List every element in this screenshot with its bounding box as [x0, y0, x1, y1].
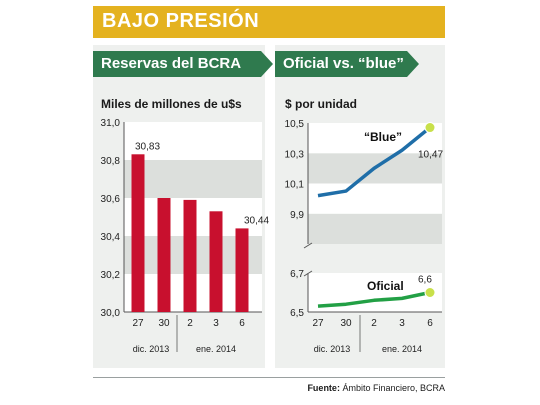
bar-3 [209, 211, 223, 312]
y-tick-label: 31,0 [101, 118, 121, 129]
reservas-title: Reservas del BCRA [101, 55, 242, 72]
source-text: Ámbito Financiero, BCRA [342, 383, 445, 393]
cotizacion-title: Oficial vs. “blue” [283, 55, 404, 72]
x-tick-label: 30 [340, 318, 352, 329]
group-label-ene: ene. 2014 [196, 344, 236, 354]
bar-30 [157, 198, 171, 312]
bar-27 [131, 154, 145, 312]
grid-band [124, 122, 262, 160]
bar-6 [235, 228, 249, 312]
x-tick-label: 6 [427, 318, 433, 329]
y-tick-label: 10,5 [285, 119, 305, 130]
source-note: Fuente: Ámbito Financiero, BCRA [307, 383, 445, 393]
y-tick-label: 30,0 [101, 308, 121, 319]
y-tick-label: 30,2 [101, 270, 121, 281]
x-tick-label: 27 [312, 318, 324, 329]
end-label-blue: 10,47 [418, 150, 443, 161]
y-tick-label: 10,1 [285, 180, 305, 191]
grid-band [308, 183, 442, 214]
y-tick-label: 6,5 [290, 308, 304, 319]
reservas-unit-label: Miles de millones de u$s [101, 97, 242, 111]
x-tick-label: 2 [371, 318, 377, 329]
y-tick-label: 10,3 [285, 149, 305, 160]
cotizacion-unit-label: $ por unidad [285, 97, 357, 111]
series-label-blue: “Blue” [364, 130, 402, 144]
group-label-ene: ene. 2014 [382, 344, 422, 354]
x-tick-label: 6 [239, 318, 245, 329]
source-divider [93, 377, 445, 378]
y-tick-label: 6,7 [290, 269, 304, 280]
bar-2 [183, 199, 197, 312]
end-point-oficial [424, 287, 436, 298]
bar-data-label: 30,83 [135, 141, 160, 152]
x-tick-label: 3 [213, 318, 219, 329]
grid-band [308, 213, 442, 244]
x-tick-label: 2 [187, 318, 193, 329]
group-label-dic: dic. 2013 [314, 344, 351, 354]
cotizacion-header: Oficial vs. “blue” [275, 51, 419, 77]
group-label-dic: dic. 2013 [133, 344, 170, 354]
page-title: BAJO PRESIÓN [102, 10, 260, 32]
title-banner: BAJO PRESIÓN [93, 6, 445, 38]
x-tick-label: 27 [132, 318, 144, 329]
y-tick-label: 9,9 [290, 210, 304, 221]
axis-break [303, 242, 313, 249]
x-tick-label: 30 [158, 318, 170, 329]
y-tick-label: 30,6 [101, 194, 121, 205]
grid-band [124, 160, 262, 198]
x-tick-label: 3 [399, 318, 405, 329]
reservas-header: Reservas del BCRA [93, 51, 273, 77]
y-tick-label: 30,8 [101, 156, 121, 167]
axis-break [303, 270, 313, 277]
series-line-blue [317, 126, 432, 198]
end-point-blue [424, 122, 436, 134]
source-label: Fuente: [307, 383, 340, 393]
series-label-oficial: Oficial [367, 279, 404, 293]
end-label-oficial: 6,6 [418, 275, 432, 286]
y-tick-label: 30,4 [101, 232, 121, 243]
series-line-oficial [317, 290, 431, 308]
bar-data-label: 30,44 [244, 215, 269, 226]
